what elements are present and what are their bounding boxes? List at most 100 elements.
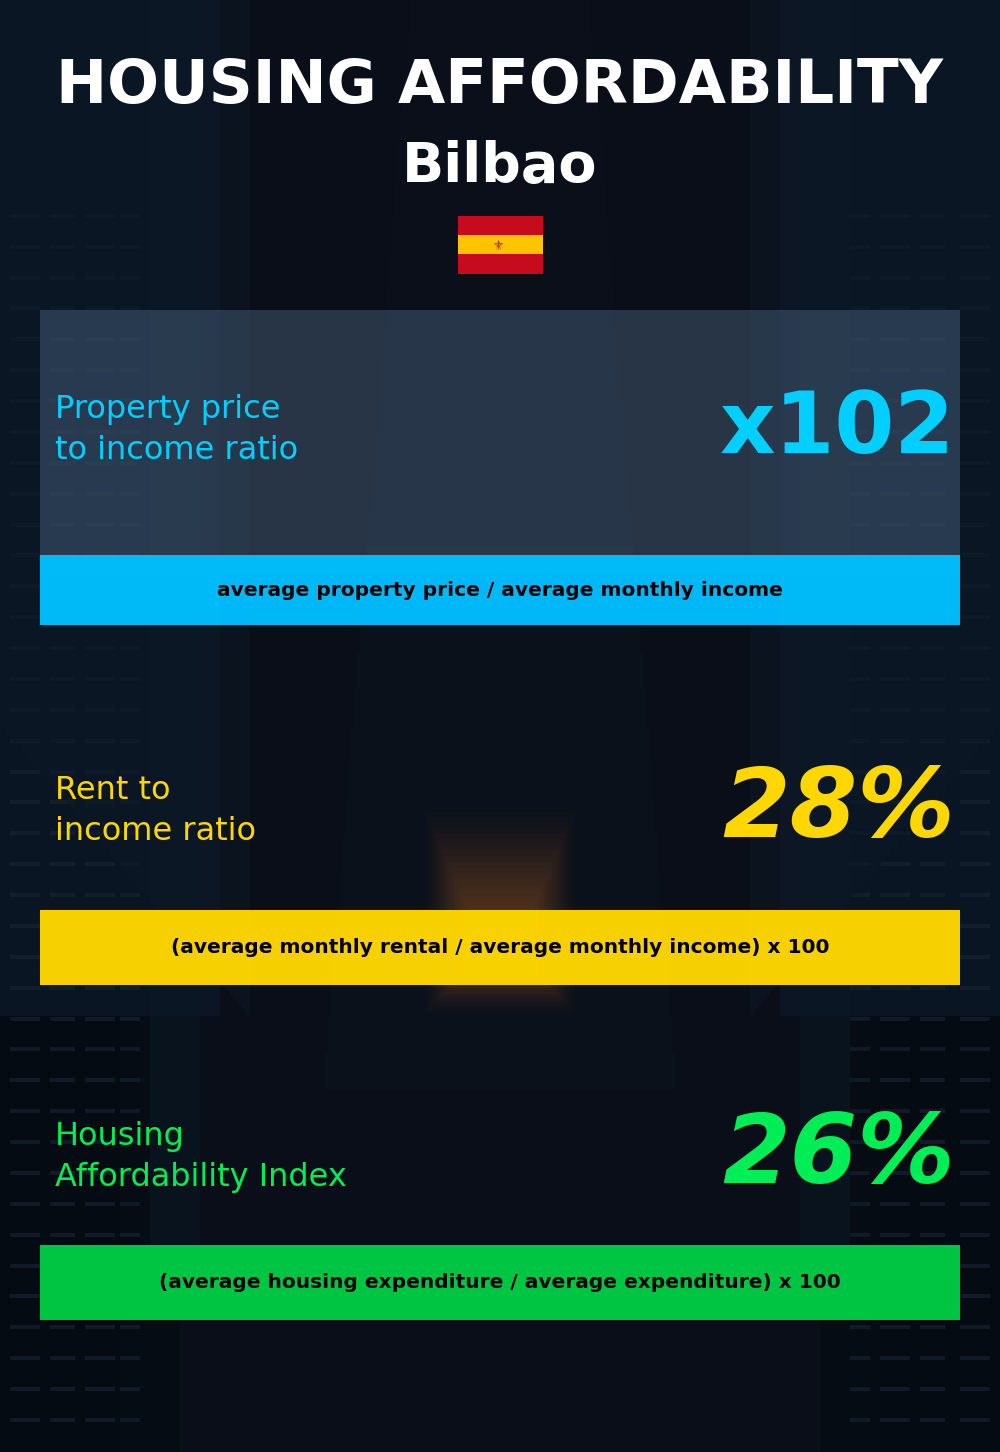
Bar bbox=[328, 1016, 672, 1053]
Bar bbox=[850, 770, 870, 774]
Bar bbox=[85, 955, 115, 958]
Bar bbox=[360, 617, 640, 653]
Bar bbox=[920, 986, 945, 990]
Bar bbox=[85, 1140, 115, 1144]
Bar bbox=[120, 1326, 140, 1330]
Bar bbox=[331, 980, 669, 1016]
Bar bbox=[85, 1109, 115, 1114]
Bar bbox=[447, 862, 552, 990]
Bar bbox=[960, 1326, 990, 1330]
Bar bbox=[820, 0, 1000, 1452]
Bar bbox=[40, 910, 960, 984]
Bar bbox=[0, 0, 120, 1452]
Bar bbox=[369, 508, 631, 544]
Bar bbox=[880, 1419, 910, 1422]
Bar bbox=[0, 0, 180, 1452]
Polygon shape bbox=[0, 0, 250, 1016]
Bar bbox=[120, 276, 140, 280]
Bar bbox=[10, 306, 40, 311]
Bar bbox=[85, 492, 115, 495]
Bar bbox=[404, 73, 596, 109]
Bar bbox=[880, 460, 910, 465]
Text: 28%: 28% bbox=[722, 765, 955, 858]
Bar bbox=[455, 880, 545, 983]
Bar bbox=[150, 0, 200, 1307]
Bar bbox=[383, 327, 617, 363]
Bar bbox=[960, 460, 990, 465]
Bar bbox=[50, 770, 75, 774]
Bar bbox=[354, 690, 646, 726]
Bar bbox=[10, 800, 40, 804]
Bar bbox=[880, 1233, 910, 1237]
Bar bbox=[920, 923, 945, 928]
Bar bbox=[10, 430, 40, 434]
Bar bbox=[50, 1016, 75, 1021]
Bar bbox=[850, 276, 870, 280]
Text: Housing
Affordability Index: Housing Affordability Index bbox=[55, 1121, 347, 1192]
Bar bbox=[880, 213, 910, 218]
Bar bbox=[10, 1016, 40, 1021]
Bar bbox=[960, 955, 990, 958]
Bar bbox=[334, 944, 666, 980]
Bar bbox=[850, 1047, 870, 1051]
Bar bbox=[50, 553, 75, 558]
Bar bbox=[880, 245, 910, 248]
Bar bbox=[85, 707, 115, 711]
Bar bbox=[85, 646, 115, 650]
Bar bbox=[340, 871, 660, 908]
Bar bbox=[401, 109, 599, 145]
Bar bbox=[85, 1047, 115, 1051]
Bar bbox=[920, 369, 945, 372]
Bar bbox=[357, 653, 643, 690]
Bar bbox=[960, 923, 990, 928]
Bar bbox=[470, 913, 530, 968]
Bar bbox=[850, 862, 870, 867]
Bar bbox=[960, 893, 990, 897]
Bar bbox=[960, 616, 990, 619]
Bar bbox=[445, 857, 555, 993]
Bar bbox=[10, 739, 40, 743]
Bar bbox=[960, 1387, 990, 1391]
Bar bbox=[920, 1233, 945, 1237]
Bar bbox=[920, 800, 945, 804]
Bar bbox=[85, 616, 115, 619]
Bar bbox=[120, 245, 140, 248]
Bar bbox=[345, 799, 655, 835]
Bar bbox=[389, 254, 611, 290]
Bar bbox=[960, 832, 990, 835]
Bar bbox=[50, 616, 75, 619]
Bar bbox=[50, 1140, 75, 1144]
Bar bbox=[458, 254, 542, 274]
Bar bbox=[50, 492, 75, 495]
Bar bbox=[920, 770, 945, 774]
Bar bbox=[375, 436, 625, 472]
Text: Bilbao: Bilbao bbox=[402, 139, 598, 195]
Bar bbox=[10, 1047, 40, 1051]
Bar bbox=[85, 369, 115, 372]
Text: x102: x102 bbox=[720, 389, 955, 472]
Bar bbox=[325, 1053, 675, 1089]
Bar bbox=[10, 1356, 40, 1361]
Bar bbox=[85, 1233, 115, 1237]
Bar bbox=[85, 1079, 115, 1082]
Bar bbox=[50, 1233, 75, 1237]
Bar bbox=[850, 1326, 870, 1330]
Bar bbox=[880, 584, 910, 588]
Bar bbox=[880, 770, 910, 774]
Bar bbox=[920, 430, 945, 434]
Bar bbox=[850, 1140, 870, 1144]
Bar bbox=[450, 868, 550, 987]
Bar bbox=[960, 986, 990, 990]
Bar bbox=[85, 460, 115, 465]
Bar bbox=[50, 584, 75, 588]
Bar bbox=[10, 1326, 40, 1330]
Bar bbox=[850, 1387, 870, 1391]
Bar bbox=[407, 36, 593, 73]
Bar bbox=[40, 1244, 960, 1320]
Bar bbox=[850, 1202, 870, 1205]
Bar bbox=[850, 399, 870, 404]
Text: average property price / average monthly income: average property price / average monthly… bbox=[217, 581, 783, 600]
Bar bbox=[960, 1202, 990, 1205]
Bar bbox=[10, 276, 40, 280]
Bar bbox=[462, 896, 538, 976]
